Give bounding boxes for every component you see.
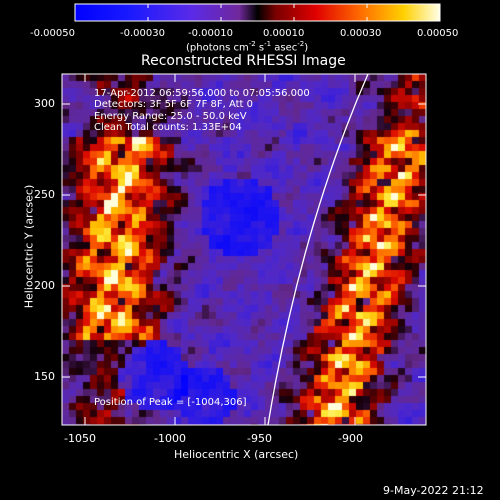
- x-tick-label: -950: [247, 432, 272, 445]
- colorbar-tick-label: -0.00050: [30, 28, 75, 39]
- colorbar-units: (photons cm-2 s-1 asec-2): [186, 40, 309, 54]
- colorbar-tick-label: 0.00030: [340, 28, 382, 39]
- footer-date: 9-May-2022 21:12: [383, 484, 484, 497]
- y-tick-label: 200: [34, 279, 55, 292]
- info-time-range: 17-Apr-2012 06:59:56.000 to 07:05:56.000: [94, 88, 310, 99]
- y-tick-label: 250: [34, 188, 55, 201]
- colorbar-tick-label: 0.00010: [263, 28, 305, 39]
- y-tick-label: 150: [34, 370, 55, 383]
- colorbar-ticks: [74, 3, 441, 22]
- colorbar-tick-label: -0.00010: [188, 28, 233, 39]
- x-tick-label: -1050: [64, 432, 96, 445]
- info-total-counts: Clean Total counts: 1.33E+04: [94, 122, 242, 133]
- peak-position-label: Position of Peak = [-1004,306]: [94, 397, 247, 408]
- colorbar-tick-label: -0.00030: [120, 28, 165, 39]
- colorbar-tick-label: 0.00050: [417, 28, 459, 39]
- colorbar: [75, 4, 440, 21]
- x-axis-label: Heliocentric X (arcsec): [174, 448, 299, 461]
- y-tick-label: 300: [34, 97, 55, 110]
- x-tick-label: -1000: [154, 432, 186, 445]
- info-energy-range: Energy Range: 25.0 - 50.0 keV: [94, 111, 247, 122]
- plot-title: Reconstructed RHESSI Image: [141, 53, 346, 69]
- y-axis-label: Heliocentric Y (arcsec): [22, 184, 36, 309]
- info-detectors: Detectors: 3F 5F 6F 7F 8F, Att 0: [94, 99, 254, 110]
- x-tick-label: -900: [338, 432, 363, 445]
